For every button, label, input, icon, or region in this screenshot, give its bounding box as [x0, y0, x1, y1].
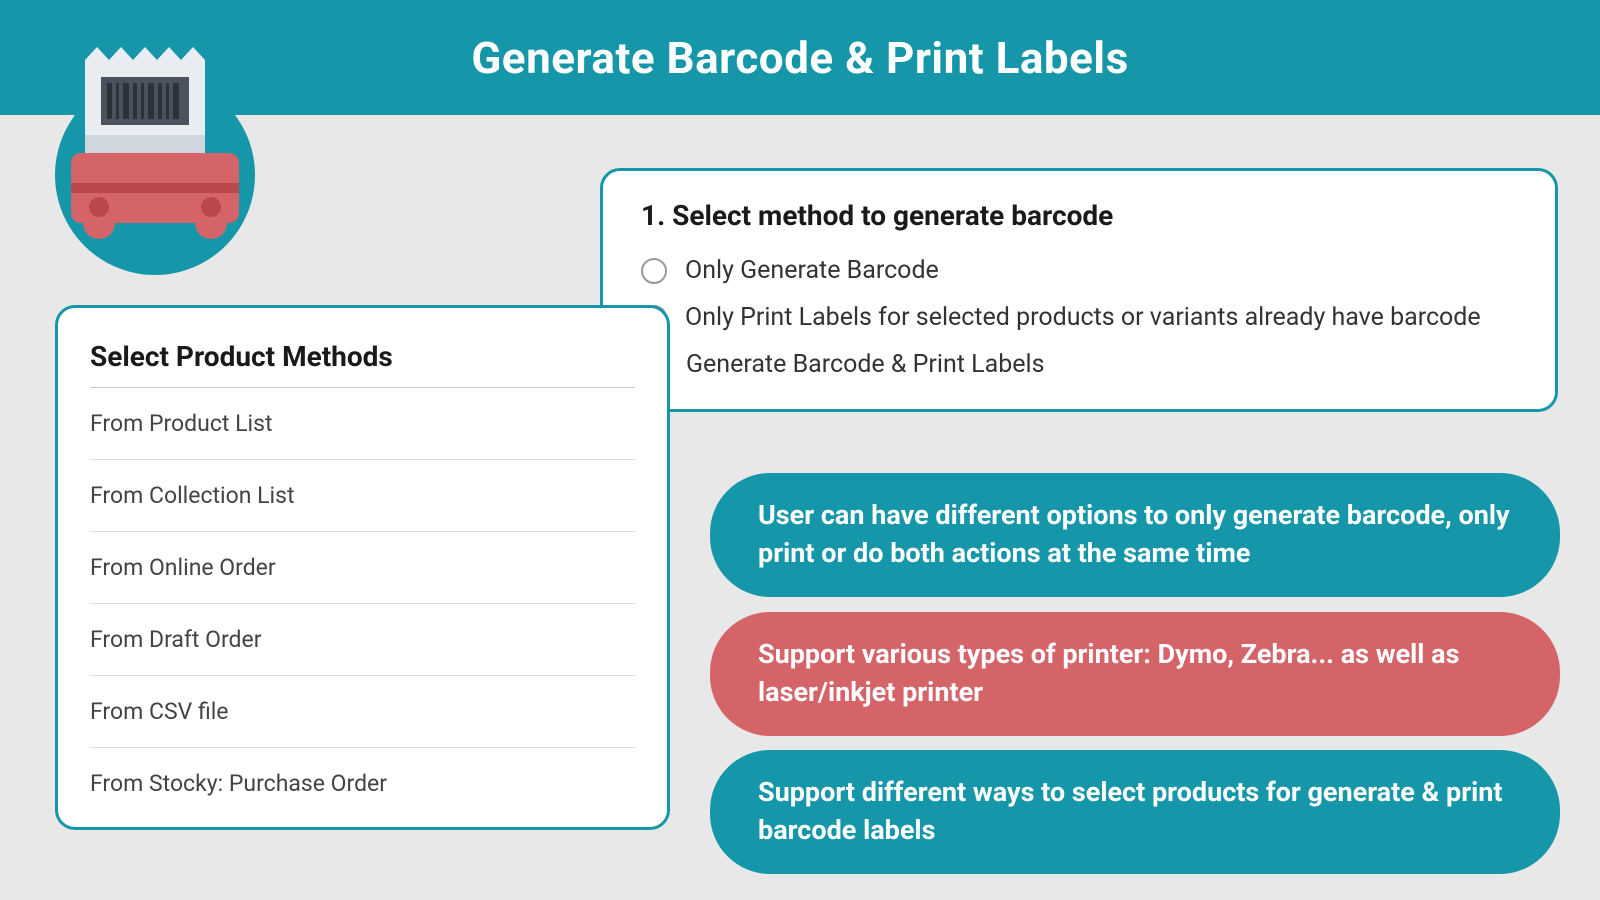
callout-3: Support different ways to select product… [710, 750, 1560, 874]
radio-label: Generate Barcode & Print Labels [686, 350, 1044, 379]
product-method-item[interactable]: From CSV file [90, 676, 635, 748]
radio-label: Only Generate Barcode [685, 256, 939, 285]
radio-icon [641, 258, 667, 284]
product-method-item[interactable]: From Draft Order [90, 604, 635, 676]
radio-option-1[interactable]: Only Print Labels for selected products … [641, 303, 1517, 332]
product-method-item[interactable]: From Stocky: Purchase Order [90, 748, 635, 801]
method-card-title: 1. Select method to generate barcode [641, 199, 1517, 232]
printer-icon [45, 35, 265, 255]
product-methods-card: Select Product Methods From Product List… [55, 305, 670, 830]
product-method-item[interactable]: From Online Order [90, 532, 635, 604]
method-card: 1. Select method to generate barcode Onl… [600, 168, 1558, 412]
radio-label: Only Print Labels for selected products … [685, 303, 1481, 332]
product-method-item[interactable]: From Collection List [90, 460, 635, 532]
product-methods-title: Select Product Methods [90, 340, 635, 388]
radio-option-2[interactable]: Generate Barcode & Print Labels [641, 350, 1517, 379]
callout-1: User can have different options to only … [710, 473, 1560, 597]
callout-2: Support various types of printer: Dymo, … [710, 612, 1560, 736]
page-title: Generate Barcode & Print Labels [471, 32, 1128, 84]
radio-option-0[interactable]: Only Generate Barcode [641, 256, 1517, 285]
product-method-item[interactable]: From Product List [90, 388, 635, 460]
